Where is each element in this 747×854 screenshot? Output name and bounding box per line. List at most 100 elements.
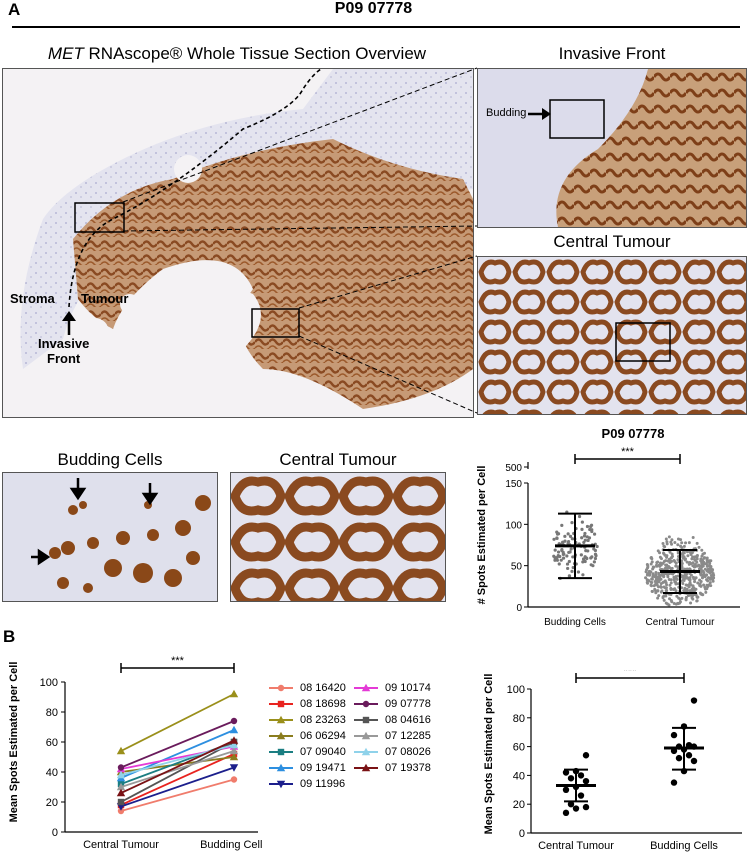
chart1-point-central (683, 558, 687, 562)
chart1-point-budding (581, 560, 585, 564)
legend-item: 06 06294 (268, 728, 346, 743)
chart1-point-central (708, 576, 712, 580)
chart1-point-budding (584, 549, 588, 553)
chart1-point-budding (571, 555, 575, 559)
legend-label: 08 04616 (385, 713, 431, 726)
chart1-point-central (650, 577, 654, 581)
central-tumour-bottom-drawing (231, 473, 445, 601)
chart1-point-budding (558, 554, 562, 559)
chart1-y-tick-label: 0 (516, 603, 522, 614)
chart1-point-budding (590, 555, 594, 559)
chart1-point-central (682, 579, 686, 583)
chart2-x-tick-label: Central Tumour (83, 839, 159, 851)
chart1-point-central (700, 576, 704, 580)
chart1-point-central (695, 595, 699, 599)
chart-paired-means: Mean Spots Estimated per Cell 0 20 40 60 80 1… (8, 655, 262, 851)
chart1-point-central (704, 587, 708, 591)
chart1-point-central (685, 572, 689, 576)
chart1-point-central (645, 578, 649, 582)
chart1-point-budding (585, 524, 590, 529)
chart1-point-central (666, 575, 670, 579)
central-tumour-image (477, 256, 747, 415)
chart1-point-central (703, 551, 707, 555)
legend-swatch (354, 763, 378, 771)
chart1-point-central (704, 562, 708, 566)
legend-label: 09 07778 (385, 697, 431, 710)
chart1-point-central (711, 571, 715, 575)
legend-swatch (269, 748, 293, 755)
chart2-series-point (116, 782, 126, 791)
chart1-point-central (658, 551, 662, 555)
chart1-point-central (656, 560, 660, 564)
chart1-point-central (664, 581, 668, 585)
chart1-point-central (670, 538, 674, 542)
chart1-point-central (695, 553, 699, 557)
chart1-point-budding (582, 534, 587, 538)
chart2-y-tick-label: 80 (46, 707, 58, 719)
chart1-point-central (670, 552, 674, 556)
invasive-front-image (477, 68, 747, 228)
chart1-point-central (676, 601, 680, 605)
chart1-point-central (661, 596, 665, 600)
legend-label: 06 06294 (300, 729, 346, 742)
chart1-point-budding (560, 523, 564, 528)
chart1-point-budding (556, 550, 561, 554)
chart1-point-central (668, 583, 672, 587)
chart1-point-central (703, 567, 707, 571)
chart1-point-central (699, 592, 703, 596)
chart1-point-central (654, 591, 658, 595)
chart1-point-central (649, 584, 653, 588)
legend-swatch (354, 731, 378, 739)
chart1-point-central (681, 556, 685, 560)
chart1-point-budding (581, 573, 585, 577)
chart1-point-central (667, 572, 671, 576)
chart2-series-point (116, 746, 126, 755)
legend-item: 08 16420 (268, 680, 346, 695)
chart3-y-tick-label: 80 (513, 713, 525, 725)
chart1-point-central (662, 585, 666, 589)
chart1-point-budding (552, 537, 556, 541)
chart1-point-central (667, 535, 671, 539)
chart1-point-central (687, 585, 691, 589)
chart1-point-central (667, 578, 671, 582)
chart1-point-budding (580, 536, 584, 540)
chart1-point-central (683, 586, 687, 590)
chart1-title: P09 07778 (602, 426, 665, 441)
chart1-point-budding (580, 527, 584, 531)
chart-spots-per-cell: P09 07778 # Spots Estimated per Cell 0 50… (476, 426, 740, 628)
overview-caption: MET RNAscope® Whole Tissue Section Overv… (2, 44, 472, 64)
legend-swatch (269, 731, 293, 739)
chart2-series-point (229, 764, 239, 772)
legend-swatch (354, 716, 378, 723)
legend-swatch-marker (361, 683, 371, 691)
chart3-y-tick-label: 40 (513, 770, 525, 782)
chart1-y-tick-label: 100 (505, 520, 522, 531)
legend-swatch-marker (277, 700, 285, 707)
chart3-y-tick-label: 60 (513, 742, 525, 754)
chart1-point-central (644, 570, 648, 574)
chart1-point-central (651, 572, 655, 576)
legend-label: 08 16420 (300, 681, 346, 694)
chart2-series-point (229, 752, 239, 761)
chart3-significance-label: *** (624, 670, 638, 677)
chart1-point-budding (553, 548, 557, 552)
chart1-point-central (685, 550, 689, 554)
chart1-point-central (662, 598, 666, 602)
chart1-point-central (708, 564, 712, 568)
chart1-point-central (646, 566, 650, 570)
chart1-point-central (689, 601, 693, 605)
chart1-point-central (654, 582, 658, 586)
chart1-point-central (684, 595, 688, 599)
chart1-point-central (707, 583, 711, 587)
chart1-point-central (662, 560, 666, 564)
chart1-point-central (704, 590, 708, 594)
chart1-point-central (672, 602, 676, 606)
chart1-point-central (670, 600, 674, 604)
budding-cells-drawing (31, 478, 211, 593)
chart1-point-budding (555, 532, 560, 536)
chart2-series-line (120, 720, 235, 769)
chart1-point-budding (561, 540, 565, 545)
chart1-point-central (651, 567, 655, 571)
chart1-point-central (685, 560, 689, 564)
panel-label-a: A (8, 0, 21, 19)
